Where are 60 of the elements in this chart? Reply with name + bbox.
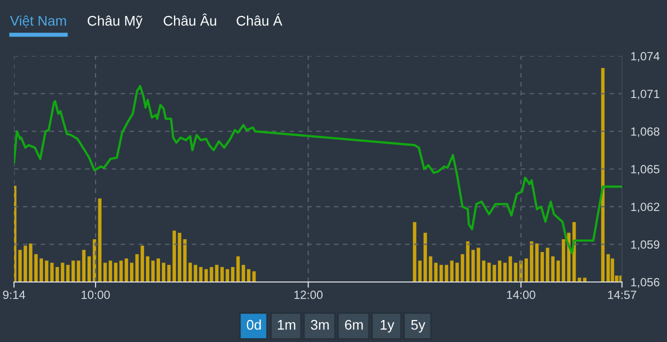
bar	[146, 256, 150, 282]
y-tick-label: 1,068	[631, 127, 660, 138]
bar	[556, 260, 560, 282]
x-tick-label: 14:57	[608, 290, 636, 300]
bar	[610, 258, 614, 282]
bar	[204, 269, 208, 282]
bar	[482, 260, 486, 282]
x-tick-label: 10:00	[82, 290, 110, 300]
bar	[601, 68, 605, 282]
x-tick-label: 9:14	[3, 290, 26, 300]
bar	[455, 262, 459, 282]
bar	[246, 269, 250, 282]
x-tick-label: 12:00	[294, 290, 323, 300]
y-tick-label: 1,059	[631, 240, 660, 250]
y-tick-label: 1,056	[631, 278, 660, 288]
bar	[24, 246, 28, 282]
text: Châu Mỹ	[88, 16, 143, 28]
bar	[450, 260, 454, 282]
bar	[28, 243, 32, 282]
bar	[14, 186, 16, 282]
text: 0d	[246, 320, 261, 330]
text: Châu Á	[236, 14, 282, 26]
bar	[98, 198, 102, 282]
y-tick-label: 1,074	[631, 52, 660, 62]
bar	[130, 262, 134, 282]
bar	[114, 262, 118, 282]
text: 1m	[278, 320, 296, 330]
bar	[540, 252, 544, 282]
text: 5y	[411, 320, 426, 332]
bar	[508, 256, 512, 282]
bar	[82, 250, 86, 282]
bar	[40, 258, 44, 282]
bar	[606, 254, 610, 282]
text: 1y	[380, 320, 394, 332]
bar	[215, 264, 218, 282]
bar	[524, 258, 528, 282]
text: Việt Nam	[10, 15, 66, 28]
bar	[231, 267, 234, 282]
text: 6m	[345, 320, 363, 330]
bar	[156, 258, 160, 282]
y-tick-label: 1,062	[631, 202, 660, 212]
bar	[172, 230, 176, 282]
bar	[514, 262, 518, 282]
y-tick-label: 1,065	[631, 165, 660, 175]
text: 3m	[310, 320, 329, 330]
bar	[87, 256, 91, 282]
bar	[424, 232, 427, 282]
text: Châu Âu	[164, 13, 216, 26]
bar	[466, 241, 470, 282]
bar	[56, 267, 59, 282]
line-series	[14, 85, 622, 254]
bar	[439, 264, 443, 282]
bar	[140, 246, 144, 282]
bar	[72, 260, 75, 282]
bar	[199, 267, 203, 282]
y-tick-label: 1,071	[631, 90, 660, 100]
bar	[498, 260, 502, 282]
bar	[583, 278, 586, 282]
bar	[188, 262, 192, 282]
x-tick-label: 14:00	[507, 290, 536, 300]
